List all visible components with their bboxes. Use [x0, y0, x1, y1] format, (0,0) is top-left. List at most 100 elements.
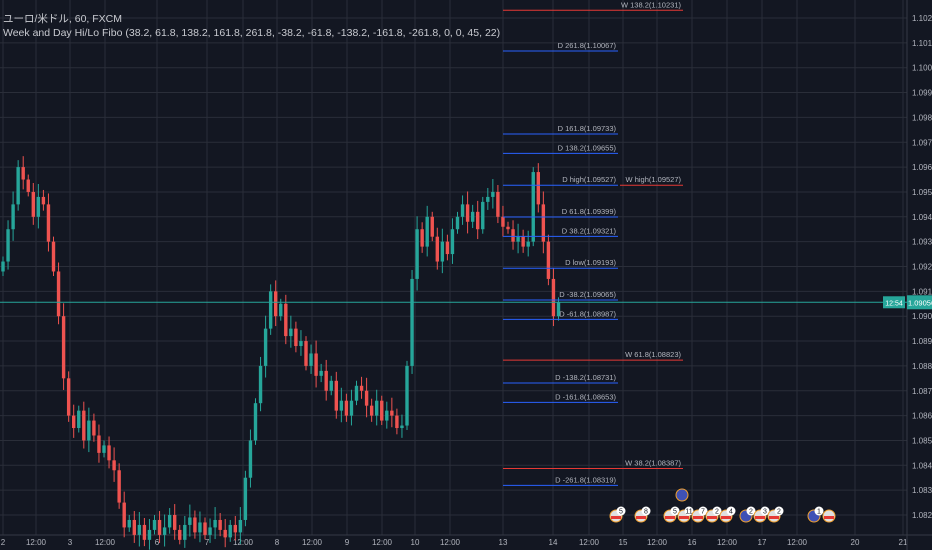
candle-down	[107, 445, 111, 461]
time-axis-label: 21	[899, 538, 908, 547]
candle-down	[476, 211, 480, 230]
event-count-badge	[726, 506, 736, 516]
chart-legend: ユーロ/米ドル, 60, FXCM Week and Day Hi/Lo Fib…	[3, 12, 500, 40]
candle-down	[117, 470, 121, 503]
candle-up	[556, 302, 561, 317]
time-axis-label: 20	[851, 538, 860, 547]
time-axis-label: 9	[345, 538, 350, 547]
event-count-badge	[746, 506, 756, 516]
price-axis-label: 1.10200	[912, 14, 932, 23]
fibo-level-label: D -161.8(1.08653)	[555, 392, 616, 401]
candle-up	[339, 400, 344, 411]
time-axis-label: 12:00	[26, 538, 47, 547]
fibo-level-label: D low(1.09193)	[565, 258, 616, 267]
candle-down	[294, 328, 298, 347]
candle-down	[541, 204, 546, 242]
candle-down	[546, 241, 551, 279]
fibo-level-label: D -138.2(1.08731)	[555, 373, 616, 382]
candle-down	[92, 420, 96, 436]
candle-down	[61, 316, 66, 379]
candle-up	[354, 385, 359, 401]
candle-up	[102, 445, 106, 453]
candle-up	[425, 216, 429, 247]
price-axis-label: 1.09000	[912, 312, 932, 321]
candle-up	[162, 527, 167, 535]
us-flag-stripes	[707, 516, 717, 519]
candle-down	[51, 241, 56, 272]
candle-down	[66, 378, 71, 416]
event-count-badge	[774, 506, 784, 516]
time-axis-label: 10	[411, 538, 420, 547]
candle-down	[521, 236, 525, 247]
candle-up	[183, 524, 187, 540]
candle-up	[1, 261, 5, 272]
event-count: 3	[763, 509, 767, 516]
last-price-badge	[907, 295, 932, 310]
event-count: 4	[729, 509, 733, 516]
fibo-level-label: D 261.8(1.10067)	[558, 41, 617, 50]
candle-down	[178, 529, 182, 540]
time-axis-label: 12:00	[95, 538, 116, 547]
time-axis-label: 17	[758, 538, 767, 547]
candle-up	[147, 529, 152, 540]
candle-up	[127, 519, 131, 528]
candle-down	[173, 515, 177, 530]
price-axis-label: 1.09300	[912, 238, 932, 247]
candle-down	[314, 353, 318, 376]
candle-up	[531, 172, 535, 242]
time-axis-label: 7	[205, 538, 210, 547]
us-flag-stripes	[693, 516, 703, 519]
candle-down	[157, 519, 162, 535]
candle-up	[470, 211, 475, 222]
candle-up	[481, 201, 485, 230]
price-axis-label: 1.08200	[912, 511, 932, 520]
candle-down	[233, 524, 237, 533]
fibo-level-label: D -261.8(1.08319)	[555, 475, 616, 484]
us-flag-stripes	[611, 516, 621, 519]
candle-up	[268, 291, 273, 329]
fibo-level-label: W 61.8(1.08823)	[625, 350, 681, 359]
candle-down	[132, 519, 136, 535]
candle-up	[248, 440, 253, 478]
price-axis-label: 1.09700	[912, 138, 932, 147]
fibo-level-label: D 61.8(1.09399)	[562, 207, 617, 216]
candle-up	[289, 328, 293, 337]
candle-down	[82, 410, 86, 441]
time-axis-label: 8	[275, 538, 280, 547]
candle-up	[16, 167, 20, 205]
candle-up	[526, 241, 530, 247]
candle-down	[344, 400, 349, 416]
candle-down	[511, 229, 515, 242]
fibo-level-label: W 38.2(1.08387)	[625, 459, 681, 468]
candle-up	[516, 236, 520, 242]
event-count: 8	[644, 509, 648, 516]
candle-up	[188, 517, 192, 525]
candle-down	[359, 385, 364, 391]
symbol-title[interactable]: ユーロ/米ドル, 60, FXCM	[3, 13, 123, 25]
candle-down	[26, 179, 30, 192]
candle-up	[243, 477, 248, 520]
candle-down	[501, 216, 505, 227]
us-flag-stripes	[824, 516, 834, 519]
countdown-badge	[883, 296, 905, 309]
fibo-level-label: D -38.2(1.09065)	[559, 290, 616, 299]
price-axis-label: 1.08900	[912, 337, 932, 346]
candle-down	[56, 271, 61, 317]
event-count: 2	[749, 509, 753, 516]
candle-up	[253, 403, 258, 441]
candle-down	[536, 172, 540, 205]
price-axis-label: 1.08500	[912, 436, 932, 445]
event-count-badge	[616, 506, 626, 516]
candle-up	[299, 341, 303, 347]
candle-down	[46, 204, 51, 242]
candle-down	[284, 303, 288, 337]
time-axis-label: 12:00	[372, 538, 393, 547]
event-count: 2	[715, 509, 719, 516]
event-count: 5	[673, 509, 677, 516]
indicator-title[interactable]: Week and Day Hi/Lo Fibo (38.2, 61.8, 138…	[3, 27, 501, 39]
time-axis-label: 2	[1, 538, 6, 547]
event-count-badge	[712, 506, 722, 516]
event-count: 5	[619, 509, 623, 516]
time-axis-label: 13	[499, 538, 508, 547]
